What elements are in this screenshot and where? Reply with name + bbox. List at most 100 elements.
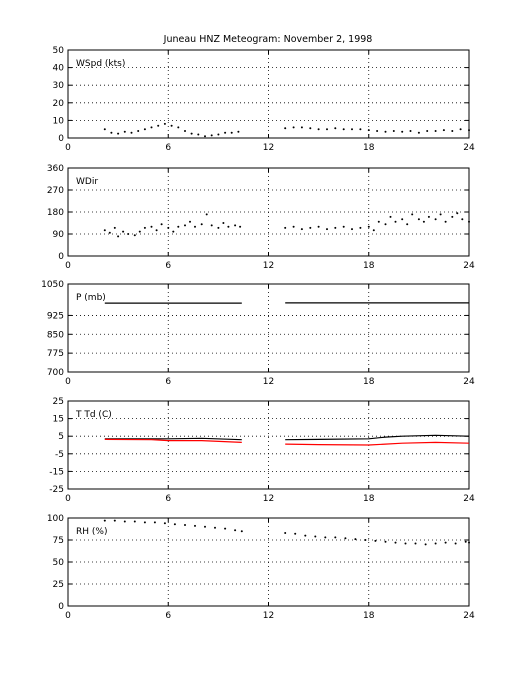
panel-temp: 0 6 12 18 24 -25 -15 -5 5 15 25 T Td (C) xyxy=(49,397,475,504)
data-point xyxy=(103,519,106,522)
data-point xyxy=(367,129,370,132)
data-point xyxy=(300,126,303,129)
data-point xyxy=(113,519,116,522)
data-point xyxy=(372,229,375,232)
data-point xyxy=(351,128,353,131)
x-tick-label: 18 xyxy=(363,261,375,271)
y-tick-label: 10 xyxy=(53,116,65,126)
data-point xyxy=(153,521,156,524)
y-tick-label: 75 xyxy=(53,536,64,546)
data-point xyxy=(184,130,186,132)
y-tick-label: 850 xyxy=(47,330,64,340)
data-point xyxy=(190,132,193,135)
data-point xyxy=(133,234,136,237)
data-point xyxy=(468,541,470,544)
data-point xyxy=(422,220,425,223)
data-point xyxy=(294,532,297,535)
data-point xyxy=(376,130,379,132)
data-point xyxy=(284,532,287,534)
data-point xyxy=(184,524,186,526)
data-point xyxy=(160,223,163,226)
data-point xyxy=(234,529,237,532)
data-point xyxy=(163,522,166,525)
data-point xyxy=(334,536,337,539)
data-point xyxy=(150,126,153,129)
x-tick-label: 24 xyxy=(463,143,475,153)
y-tick-label: 180 xyxy=(47,208,64,218)
x-tick-label: 0 xyxy=(65,377,71,387)
data-point xyxy=(384,223,387,226)
data-point xyxy=(394,220,397,223)
data-point xyxy=(127,233,130,235)
data-point xyxy=(157,124,160,127)
panel-wdir: 0 6 12 18 24 0 90 180 270 360 WDir xyxy=(47,164,475,271)
data-point xyxy=(309,127,312,130)
data-point xyxy=(130,131,133,134)
data-point xyxy=(123,130,126,133)
data-point xyxy=(461,218,464,221)
data-point xyxy=(103,128,106,131)
data-point xyxy=(367,225,370,228)
data-point xyxy=(324,536,327,539)
data-point xyxy=(217,226,220,229)
data-point xyxy=(205,213,208,216)
x-tick-label: 12 xyxy=(263,611,274,621)
data-point xyxy=(374,539,377,542)
y-tick-label: 775 xyxy=(47,349,64,359)
x-tick-label: 0 xyxy=(65,261,71,271)
y-tick-label: 5 xyxy=(58,432,64,442)
data-point xyxy=(426,130,429,132)
data-point xyxy=(123,520,126,523)
data-point xyxy=(342,225,345,228)
y-tick-label: 50 xyxy=(53,558,65,568)
data-point xyxy=(133,520,136,523)
y-tick-label: 1050 xyxy=(41,280,64,290)
series-line xyxy=(285,434,470,441)
data-point xyxy=(108,231,111,234)
data-point xyxy=(406,223,409,226)
data-point xyxy=(167,226,170,229)
x-tick-label: 6 xyxy=(165,377,171,387)
data-point xyxy=(468,220,470,223)
data-point xyxy=(210,224,213,227)
data-point xyxy=(177,225,180,228)
data-point xyxy=(292,225,295,228)
data-point xyxy=(451,130,454,132)
data-point xyxy=(442,129,445,132)
data-point xyxy=(392,130,395,132)
data-point xyxy=(317,225,320,228)
x-tick-label: 18 xyxy=(363,494,375,504)
data-point xyxy=(359,128,362,131)
data-point xyxy=(384,540,387,543)
data-point xyxy=(292,126,295,129)
data-point xyxy=(409,130,412,132)
data-point xyxy=(237,130,240,133)
y-tick-label: 0 xyxy=(58,134,64,144)
x-tick-label: 6 xyxy=(165,261,171,271)
x-tick-label: 0 xyxy=(65,494,71,504)
data-point xyxy=(434,218,437,221)
x-tick-label: 24 xyxy=(463,494,475,504)
data-point xyxy=(143,521,146,524)
data-point xyxy=(427,215,430,218)
data-point xyxy=(344,537,347,540)
data-point xyxy=(468,129,470,132)
data-point xyxy=(354,538,357,541)
panel-label: RH (%) xyxy=(76,527,107,537)
data-point xyxy=(384,130,387,133)
data-point xyxy=(334,127,337,130)
data-point xyxy=(284,127,287,130)
data-point xyxy=(404,542,407,545)
y-tick-label: 360 xyxy=(47,164,64,174)
data-point xyxy=(143,128,146,131)
data-point xyxy=(170,124,173,127)
data-point xyxy=(439,213,442,216)
data-point xyxy=(240,530,243,533)
data-point xyxy=(200,223,203,226)
data-point xyxy=(177,126,180,129)
data-point xyxy=(222,222,225,224)
y-tick-label: 700 xyxy=(47,368,64,378)
x-tick-label: 0 xyxy=(65,611,71,621)
